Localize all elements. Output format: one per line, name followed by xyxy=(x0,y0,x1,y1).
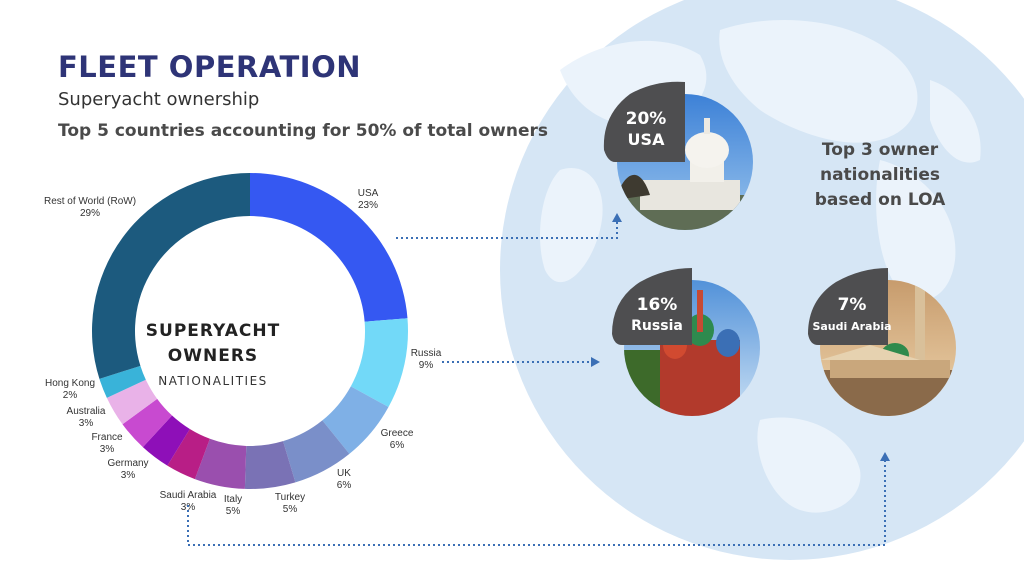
top3-heading-line2: nationalities xyxy=(819,165,941,185)
russia-arrow-icon xyxy=(591,357,600,367)
label-usa: USA xyxy=(358,188,379,199)
slice-australia xyxy=(106,379,158,425)
slice-turkey xyxy=(244,441,296,490)
slice-uk xyxy=(283,420,350,483)
label-australia: Australia xyxy=(67,406,106,417)
slice-russia xyxy=(350,318,408,408)
usa-pct: 20% xyxy=(626,109,667,129)
page-subtitle: Superyacht ownership xyxy=(58,89,260,110)
value-germany: 3% xyxy=(121,470,136,481)
center-title-line2: OWNERS xyxy=(167,346,259,366)
slice-germany xyxy=(142,415,190,466)
slice-hong-kong xyxy=(99,365,146,398)
center-title-line1: SUPERYACHT xyxy=(145,321,281,341)
russia-badge xyxy=(612,268,692,345)
value-turkey: 5% xyxy=(283,504,298,515)
label-russia: Russia xyxy=(411,348,442,359)
top3-heading-line1: Top 3 owner xyxy=(821,140,939,160)
label-rest-of-world-row-: Rest of World (RoW) xyxy=(44,196,136,207)
saudi-connector xyxy=(187,460,886,546)
label-italy: Italy xyxy=(224,494,242,505)
ownership-donut-chart: USA23%Russia9%Greece6%UK6%Turkey5%Italy5… xyxy=(44,173,442,517)
saudi-badge xyxy=(808,268,888,345)
slice-france xyxy=(122,398,173,448)
value-rest-of-world-row-: 29% xyxy=(80,208,100,219)
slice-greece xyxy=(322,386,389,454)
page-title: FLEET OPERATION xyxy=(58,50,362,84)
label-saudi-arabia: Saudi Arabia xyxy=(160,490,217,501)
russia-name: Russia xyxy=(631,318,683,334)
slice-italy xyxy=(194,438,247,489)
value-uk: 6% xyxy=(337,480,352,491)
usa-badge xyxy=(603,81,685,162)
label-uk: UK xyxy=(337,468,351,479)
saudi-name: Saudi Arabia xyxy=(812,320,891,333)
saudi-pct: 7% xyxy=(838,295,867,315)
value-france: 3% xyxy=(100,444,115,455)
value-saudi-arabia: 3% xyxy=(181,502,196,513)
value-greece: 6% xyxy=(390,440,405,451)
value-australia: 3% xyxy=(79,418,94,429)
value-russia: 9% xyxy=(419,360,434,371)
top3-heading: Top 3 owner nationalities based on LOA xyxy=(800,138,960,213)
value-hong-kong: 2% xyxy=(63,390,78,401)
value-usa: 23% xyxy=(358,200,378,211)
usa-connector xyxy=(396,220,618,239)
usa-arrow-icon xyxy=(612,213,622,222)
top3-heading-line3: based on LOA xyxy=(814,190,946,210)
page-tagline: Top 5 countries accounting for 50% of to… xyxy=(58,121,549,141)
slice-rest-of-world-row- xyxy=(91,173,250,379)
value-italy: 5% xyxy=(226,506,241,517)
connectors xyxy=(187,220,886,546)
slice-saudi-arabia xyxy=(167,429,210,480)
usa-name: USA xyxy=(628,130,666,149)
saudi-arrow-icon xyxy=(880,452,890,461)
slice-usa xyxy=(250,173,408,322)
label-greece: Greece xyxy=(381,428,414,439)
label-turkey: Turkey xyxy=(275,492,305,503)
label-germany: Germany xyxy=(107,458,148,469)
russia-pct: 16% xyxy=(637,295,678,315)
label-hong-kong: Hong Kong xyxy=(45,378,95,389)
label-france: France xyxy=(91,432,123,443)
connector-arrows xyxy=(591,213,890,461)
center-subtitle: NATIONALITIES xyxy=(158,374,268,388)
